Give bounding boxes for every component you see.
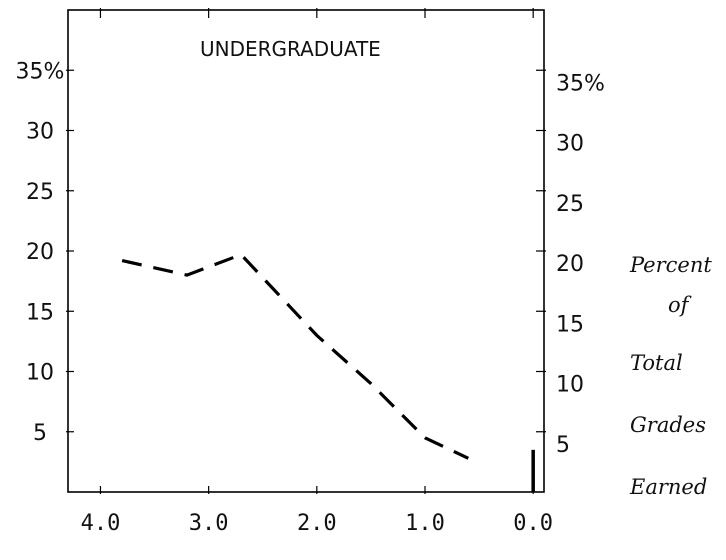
y-tick-label-left: 35% [16, 59, 65, 84]
side-label-line: Total [630, 351, 683, 375]
y-tick-label-right: 25 [556, 192, 584, 217]
x-tick-label: 0.0 [513, 511, 553, 536]
y-tick-label-right: 5 [556, 433, 570, 458]
x-tick-label: 4.0 [81, 511, 121, 536]
plot-border [67, 9, 545, 493]
axis-ticks [66, 8, 546, 494]
y-tick-label-left: 25 [26, 180, 54, 205]
y-tick-label-right: 15 [556, 312, 584, 337]
side-label-line: Earned [629, 475, 707, 499]
plot-frame [67, 9, 545, 493]
y-tick-label-left: 5 [33, 421, 47, 446]
side-label-line: Percent [629, 253, 712, 277]
y-tick-label-right: 10 [556, 373, 584, 398]
side-label-line: of [668, 293, 692, 317]
x-tick-label: 2.0 [297, 511, 337, 536]
axis-labels: 35% 30 25 20 15 10 5 35% 30 25 20 15 10 5 4.0 3.0 2.0 1.0… [16, 59, 605, 536]
y-tick-label-right: 20 [556, 252, 584, 277]
x-tick-label: 1.0 [405, 511, 445, 536]
y-tick-label-left: 30 [26, 120, 54, 145]
side-label-line: Grades [630, 413, 706, 437]
y-tick-label-left: 10 [26, 361, 54, 386]
chart-title: UNDERGRADUATE [200, 37, 381, 61]
x-tick-label: 3.0 [189, 511, 229, 536]
side-axis-label: Percent of Total Grades Earned [629, 253, 712, 499]
y-tick-label-right: 30 [556, 132, 584, 157]
y-tick-label-right: 35% [556, 71, 605, 96]
chart-marks [121, 252, 535, 492]
y-tick-label-left: 20 [26, 240, 54, 265]
series-line [121, 252, 469, 460]
y-tick-label-left: 15 [26, 300, 54, 325]
